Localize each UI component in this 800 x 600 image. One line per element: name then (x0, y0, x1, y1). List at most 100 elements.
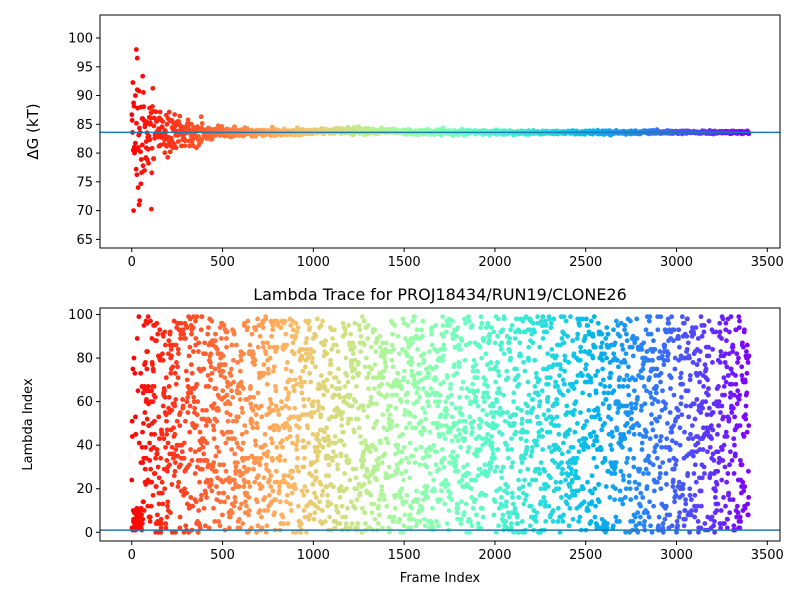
lambda-point (173, 447, 179, 452)
lambda-point (184, 490, 190, 496)
lambda-point (141, 499, 146, 505)
lambda-point (365, 375, 371, 381)
lambda-point (341, 429, 346, 435)
lambda-point (643, 434, 649, 439)
lambda-point (224, 392, 230, 398)
lambda-point (634, 316, 640, 322)
lambda-point (369, 510, 375, 516)
lambda-point (197, 429, 203, 435)
lambda-point (620, 383, 626, 389)
lambda-point (589, 499, 595, 505)
lambda-point (467, 414, 473, 420)
lambda-point (179, 449, 185, 455)
lambda-point (250, 425, 256, 431)
lambda-point (299, 390, 305, 396)
lambda-point (664, 481, 669, 487)
y-tick-label: 75 (76, 175, 93, 190)
lambda-point (241, 386, 246, 391)
lambda-point (345, 505, 350, 511)
lambda-point (228, 429, 234, 435)
lambda-point (532, 329, 537, 335)
lambda-point (213, 331, 218, 337)
lambda-point (373, 447, 379, 452)
lambda-point (153, 484, 159, 489)
lambda-point (590, 355, 596, 361)
lambda-point (587, 392, 592, 398)
lambda-point (542, 499, 548, 505)
delta-g-point (153, 109, 159, 115)
lambda-point (133, 431, 139, 437)
lambda-point (401, 523, 407, 529)
lambda-point (374, 338, 380, 344)
lambda-point (409, 368, 415, 374)
lambda-point (221, 490, 227, 496)
lambda-point (567, 427, 572, 433)
lambda-point (385, 440, 391, 446)
lambda-point (570, 516, 576, 522)
lambda-point (657, 414, 663, 420)
delta-g-point (185, 117, 191, 123)
lambda-point (698, 488, 704, 494)
lambda-point (234, 440, 240, 446)
lambda-point (172, 403, 178, 409)
lambda-point (268, 473, 274, 479)
lambda-point (171, 473, 177, 479)
lambda-point (320, 318, 326, 324)
y-tick-label: 100 (68, 32, 93, 47)
lambda-point (284, 342, 290, 348)
lambda-point (387, 403, 393, 409)
lambda-point (423, 488, 429, 494)
lambda-point (447, 323, 453, 328)
lambda-point (624, 373, 630, 378)
lambda-point (538, 460, 544, 466)
lambda-point (716, 383, 721, 389)
lambda-point (328, 357, 334, 363)
lambda-point (657, 349, 663, 354)
lambda-point (667, 458, 672, 463)
lambda-point (233, 342, 239, 348)
lambda-point (285, 394, 291, 400)
lambda-point (342, 383, 348, 389)
lambda-point (194, 412, 200, 418)
lambda-point (409, 340, 415, 346)
lambda-point (483, 492, 489, 498)
lambda-point (286, 405, 292, 411)
lambda-point (140, 421, 146, 426)
lambda-point (181, 440, 187, 446)
lambda-point (605, 331, 611, 337)
lambda-point (698, 503, 704, 509)
lambda-point (164, 458, 170, 463)
lambda-point (466, 318, 472, 324)
lambda-point (417, 519, 423, 524)
lambda-point (440, 314, 446, 320)
lambda-point (573, 399, 579, 405)
lambda-point (716, 399, 722, 405)
lambda-point (547, 375, 553, 381)
lambda-point (264, 523, 270, 529)
lambda-point (251, 351, 256, 357)
delta-g-point (149, 170, 155, 176)
lambda-point (344, 373, 350, 378)
lambda-point (394, 423, 400, 428)
delta-g-point (131, 208, 136, 214)
lambda-point (162, 486, 168, 492)
lambda-point (707, 444, 713, 450)
lambda-point (415, 497, 421, 503)
lambda-point (439, 447, 445, 452)
lambda-point (459, 499, 464, 505)
lambda-point (610, 434, 615, 439)
lambda-point (407, 512, 413, 518)
lambda-point (543, 323, 549, 328)
lambda-point (213, 468, 219, 474)
lambda-point (243, 429, 249, 435)
lambda-point (447, 490, 453, 496)
lambda-point (549, 346, 555, 352)
lambda-point (168, 370, 174, 376)
lambda-point (363, 521, 368, 526)
lambda-point (241, 351, 247, 357)
lambda-point (514, 512, 520, 518)
lambda-point (539, 427, 545, 433)
delta-g-point (166, 109, 172, 115)
lambda-point (638, 490, 644, 496)
lambda-point (290, 340, 296, 346)
